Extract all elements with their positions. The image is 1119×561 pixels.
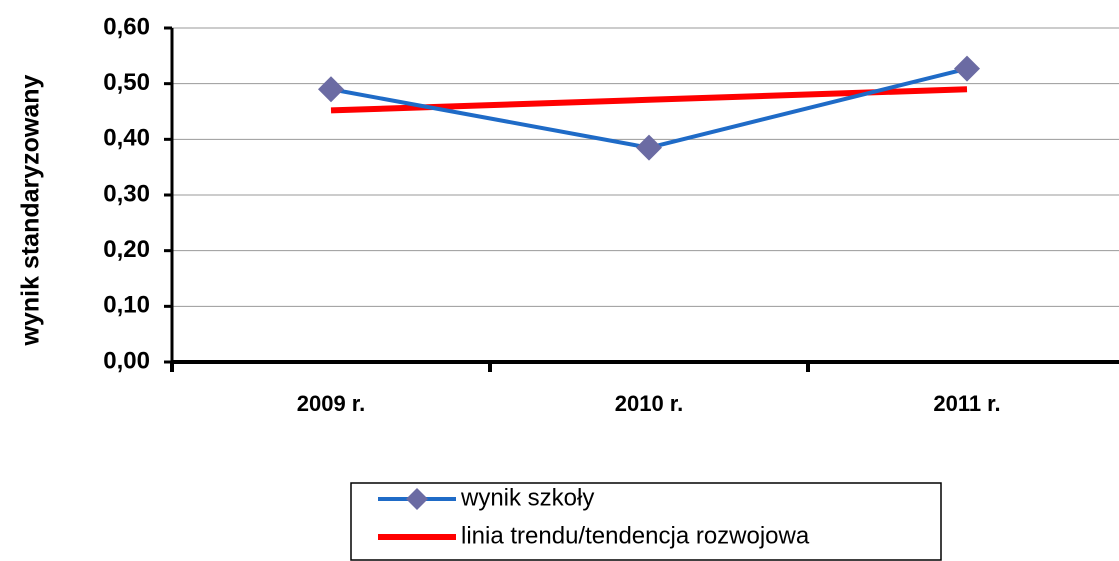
y-tick-label: 0,40 bbox=[103, 125, 150, 152]
y-tick-label: 0,60 bbox=[103, 13, 150, 40]
legend-label: wynik szkoły bbox=[460, 484, 594, 511]
marker bbox=[318, 76, 344, 103]
x-tick-label: 2010 r. bbox=[615, 391, 684, 416]
y-tick-label: 0,30 bbox=[103, 180, 150, 207]
y-tick-label: 0,20 bbox=[103, 236, 150, 263]
marker bbox=[954, 55, 980, 82]
legend-marker bbox=[406, 488, 428, 510]
legend-label: linia trendu/tendencja rozwojowa bbox=[461, 522, 810, 549]
x-tick-label: 2011 r. bbox=[933, 391, 1000, 416]
x-tick-label: 2009 r. bbox=[297, 391, 366, 416]
marker bbox=[636, 134, 662, 161]
y-axis-label: wynik standaryzowany bbox=[17, 74, 45, 346]
y-tick-label: 0,10 bbox=[103, 292, 150, 319]
y-tick-label: 0,50 bbox=[103, 69, 150, 96]
y-tick-label: 0,00 bbox=[103, 347, 150, 374]
legend-box bbox=[350, 482, 942, 561]
